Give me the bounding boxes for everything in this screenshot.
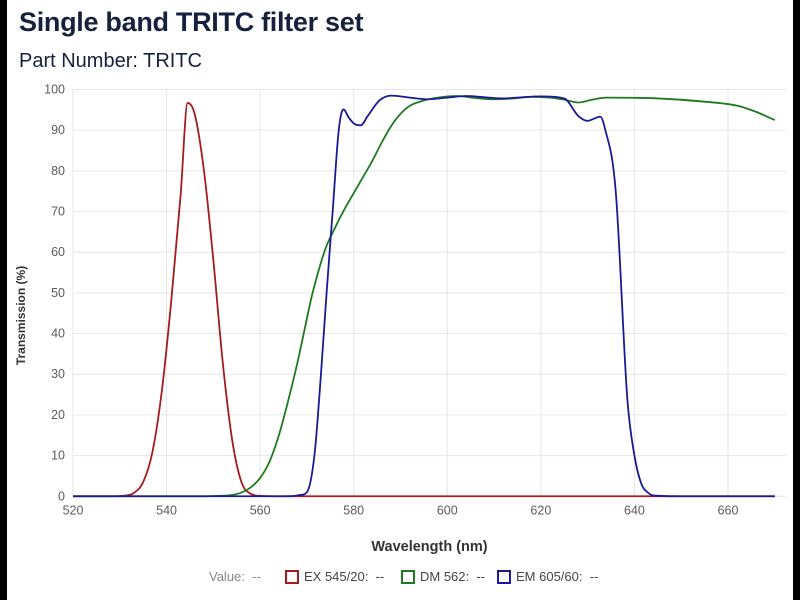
svg-text:60: 60	[51, 245, 65, 259]
svg-text:80: 80	[51, 164, 65, 178]
svg-text:40: 40	[51, 327, 65, 341]
svg-text:90: 90	[51, 123, 65, 137]
svg-text:560: 560	[250, 503, 271, 517]
svg-text:Transmission (%): Transmission (%)	[14, 266, 28, 365]
svg-text:70: 70	[51, 205, 65, 219]
svg-text:Wavelength (nm): Wavelength (nm)	[371, 539, 487, 555]
svg-text:580: 580	[343, 503, 364, 517]
svg-text:600: 600	[437, 503, 458, 517]
svg-text:660: 660	[718, 503, 739, 517]
svg-text:520: 520	[63, 503, 84, 517]
svg-text:50: 50	[51, 286, 65, 300]
svg-text:100: 100	[44, 83, 65, 97]
svg-text:640: 640	[624, 503, 645, 517]
svg-text:10: 10	[51, 449, 65, 463]
svg-text:0: 0	[58, 489, 65, 503]
svg-text:20: 20	[51, 408, 65, 422]
svg-text:30: 30	[51, 367, 65, 381]
svg-text:540: 540	[156, 503, 177, 517]
svg-text:620: 620	[530, 503, 551, 517]
